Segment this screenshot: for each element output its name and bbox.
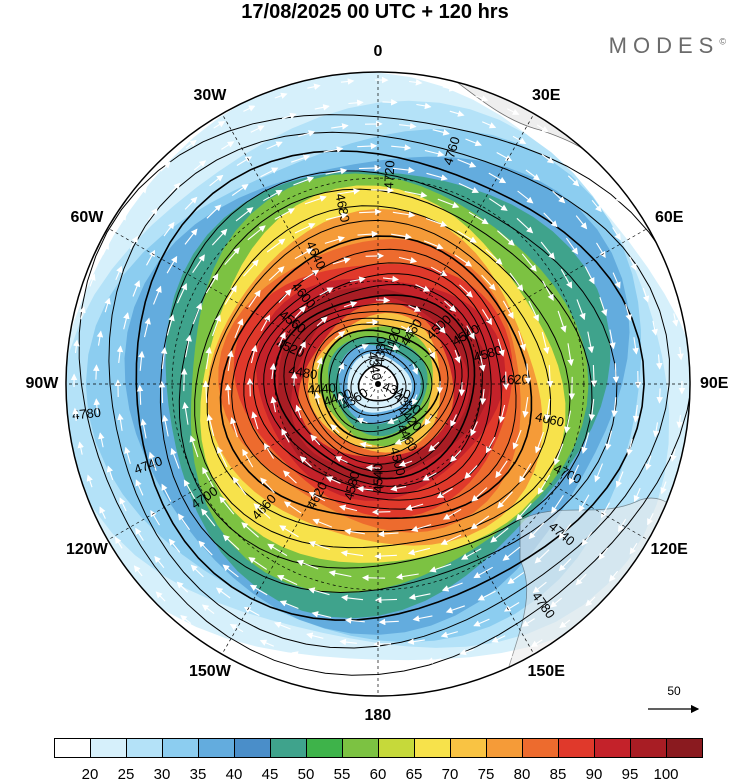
wind-speed-colorbar — [54, 738, 702, 760]
colorbar-tick-label: 50 — [286, 766, 326, 783]
colorbar-tick-label: 100 — [646, 766, 686, 783]
colorbar-tick-label: 85 — [538, 766, 578, 783]
longitude-label: 60E — [655, 209, 683, 227]
wind-arrow — [565, 144, 575, 152]
wind-arrow — [591, 167, 600, 176]
wind-arrow — [238, 654, 249, 660]
colorbar-cell — [54, 738, 91, 758]
longitude-label: 30E — [532, 87, 560, 105]
colorbar-tick-label: 95 — [610, 766, 650, 783]
reference-arrow-icon — [646, 704, 706, 714]
colorbar-cell — [306, 738, 343, 758]
longitude-label: 60W — [71, 209, 104, 227]
colorbar-tick-label: 80 — [502, 766, 542, 783]
reference-vector: 50 — [646, 684, 716, 718]
wind-arrow — [269, 668, 281, 672]
longitude-label: 0 — [374, 43, 383, 61]
reference-vector-label: 50 — [646, 684, 702, 698]
colorbar-tick-label: 35 — [178, 766, 218, 783]
colorbar-tick-label: 45 — [250, 766, 290, 783]
wind-arrow — [359, 666, 373, 667]
colorbar-cell — [594, 738, 631, 758]
wind-arrow — [660, 388, 661, 402]
wind-arrow — [96, 365, 97, 379]
colorbar-cell — [126, 738, 163, 758]
colorbar-tick-label: 30 — [142, 766, 182, 783]
wind-arrow — [393, 665, 407, 666]
wind-arrow — [250, 379, 251, 396]
wind-arrow — [440, 381, 441, 393]
longitude-label: 90W — [26, 375, 59, 393]
colorbar-cell — [666, 738, 703, 758]
longitude-label: 90E — [700, 375, 728, 393]
wind-arrow — [664, 281, 668, 293]
wind-arrow — [382, 102, 396, 103]
wind-arrow — [326, 661, 340, 663]
colorbar-tick-label: 40 — [214, 766, 254, 783]
longitude-label: 180 — [365, 707, 392, 725]
colorbar-cell — [630, 738, 667, 758]
longitude-label: 120E — [650, 541, 687, 559]
colorbar-tick-label: 60 — [358, 766, 398, 783]
wind-arrow — [572, 377, 573, 399]
colorbar-cell — [270, 738, 307, 758]
wind-arrow — [184, 369, 185, 391]
contour-label: 4720 — [381, 160, 397, 190]
longitude-label: 150W — [189, 663, 231, 681]
colorbar-cell — [486, 738, 523, 758]
colorbar-tick-label: 75 — [466, 766, 506, 783]
colorbar-cell — [234, 738, 271, 758]
wind-arrow — [373, 512, 390, 513]
colorbar-tick-label: 65 — [394, 766, 434, 783]
wind-arrow — [436, 680, 448, 683]
colorbar-cell — [522, 738, 559, 758]
colorbar-tick-label: 55 — [322, 766, 362, 783]
colorbar-cell — [450, 738, 487, 758]
wind-arrow — [335, 685, 347, 687]
colorbar-tick-label: 70 — [430, 766, 470, 783]
longitude-label: 30W — [194, 87, 227, 105]
wind-arrow — [371, 190, 393, 191]
colorbar-cell — [342, 738, 379, 758]
wind-arrow — [363, 578, 385, 579]
colorbar-cell — [198, 738, 235, 758]
wind-arrow — [301, 678, 313, 681]
longitude-label: 120W — [66, 541, 108, 559]
colorbar-cell — [558, 738, 595, 758]
colorbar-tick-label: 90 — [574, 766, 614, 783]
contour-label: 4440 — [307, 380, 337, 397]
colorbar-cell — [378, 738, 415, 758]
north-pole-marker — [375, 381, 381, 387]
wind-arrow — [403, 686, 415, 687]
colorbar-cell — [162, 738, 199, 758]
colorbar-tick-label: 20 — [70, 766, 110, 783]
wind-arrow — [651, 249, 656, 260]
wind-arrow — [506, 372, 507, 389]
contour-label: 4620 — [500, 371, 529, 387]
colorbar-cell — [414, 738, 451, 758]
wind-arrow — [208, 636, 219, 643]
colorbar-tick-label: 25 — [106, 766, 146, 783]
colorbar-cell — [90, 738, 127, 758]
wind-arrow — [470, 670, 482, 674]
longitude-label: 150E — [528, 663, 565, 681]
